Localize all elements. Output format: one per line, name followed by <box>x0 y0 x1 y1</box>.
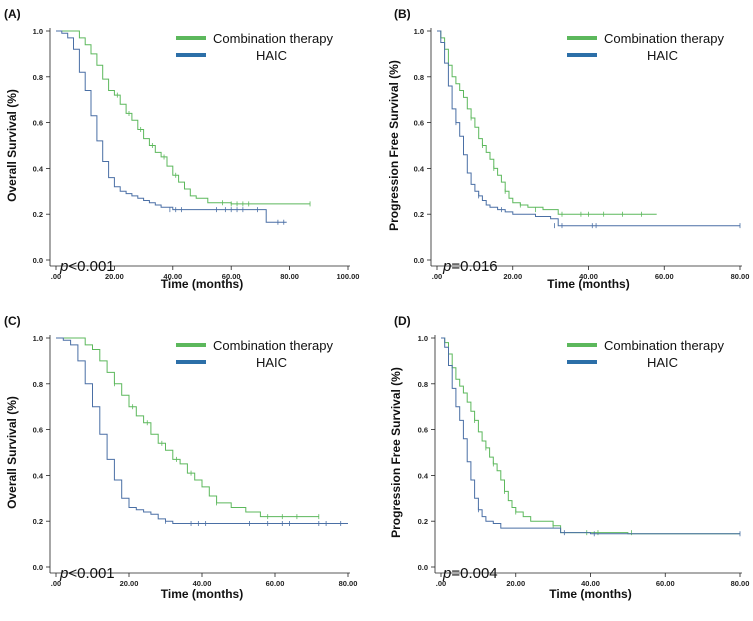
km-curve-haic <box>56 337 348 524</box>
p-value-symbol: p <box>59 565 68 582</box>
panel-c: (C) .00 20.00 40.00 60.00 80.00 0.0 0.2 0.4 0.6 0.… <box>4 314 357 601</box>
km-curve-haic <box>56 30 287 223</box>
legend-swatch-haic <box>567 53 597 57</box>
panel-a: (A) .00 20.00 40.00 60.00 80.00 100.00 0.0 0.2 0.… <box>4 7 359 291</box>
p-value-annotation: p<0.001 <box>59 565 115 582</box>
x-tick-label: 60.00 <box>655 272 674 281</box>
y-tick-label: 0.8 <box>418 380 428 389</box>
km-curve-combination <box>437 30 657 215</box>
legend-entry: Combination therapy <box>213 338 333 353</box>
x-tick-label: 60.00 <box>266 579 285 588</box>
x-tick-label: 80.00 <box>731 272 750 281</box>
p-value-annotation: p=0.016 <box>442 258 498 275</box>
panel-label: (D) <box>394 314 411 328</box>
panel-label: (A) <box>4 7 21 21</box>
legend-swatch-haic <box>567 360 597 364</box>
y-axis-label: Progression Free Survival (%) <box>389 367 403 538</box>
y-tick-label: 0.2 <box>33 517 43 526</box>
legend-swatch-haic <box>176 360 206 364</box>
x-axis-label: Time (months) <box>161 587 243 601</box>
y-tick-label: 0.2 <box>418 517 428 526</box>
x-tick-label: 100.00 <box>337 272 360 281</box>
y-tick-label: 0.4 <box>33 164 44 173</box>
x-tick-label: 80.00 <box>339 579 358 588</box>
y-tick-label: 1.0 <box>33 334 43 343</box>
legend-entry: HAIC <box>647 355 678 370</box>
x-tick-label: .00 <box>51 272 61 281</box>
legend-swatch-haic <box>176 53 206 57</box>
y-tick-label: 0.0 <box>414 256 424 265</box>
x-tick-label: 80.00 <box>731 579 750 588</box>
legend-swatch-combination <box>176 343 206 347</box>
x-axis-label: Time (months) <box>547 277 629 291</box>
y-tick-label: 0.6 <box>33 119 43 128</box>
y-tick-label: 0.0 <box>33 563 43 572</box>
panel-label: (C) <box>4 314 21 328</box>
p-value-annotation: p=0.004 <box>442 565 498 582</box>
y-tick-label: 1.0 <box>414 27 424 36</box>
legend-entry: HAIC <box>647 48 678 63</box>
y-tick-label: 0.4 <box>33 471 44 480</box>
x-tick-label: 80.00 <box>280 272 299 281</box>
km-curve-haic <box>441 337 740 535</box>
x-tick-label: .00 <box>51 579 61 588</box>
y-tick-label: 0.2 <box>33 210 43 219</box>
panel-d: (D) .00 20.00 40.00 60.00 80.00 0.0 0.2 0.4 0.6 0.… <box>389 314 749 601</box>
legend-entry: Combination therapy <box>604 338 724 353</box>
y-tick-label: 0.8 <box>414 73 424 82</box>
x-tick-label: 40.00 <box>193 579 212 588</box>
legend-entry: HAIC <box>256 48 287 63</box>
y-tick-label: 0.4 <box>414 164 425 173</box>
x-tick-label: 60.00 <box>222 272 241 281</box>
x-tick-label: 20.00 <box>506 579 525 588</box>
km-curve-combination <box>56 30 310 205</box>
y-tick-label: 0.2 <box>414 210 424 219</box>
legend-entry: Combination therapy <box>604 31 724 46</box>
x-tick-label: 40.00 <box>581 579 600 588</box>
x-tick-label: 20.00 <box>105 272 124 281</box>
x-tick-label: 20.00 <box>503 272 522 281</box>
p-value-number: <0.001 <box>68 565 114 582</box>
km-curve-combination <box>56 337 319 518</box>
y-tick-label: 1.0 <box>418 334 428 343</box>
y-tick-label: 1.0 <box>33 27 43 36</box>
y-tick-label: 0.0 <box>33 256 43 265</box>
legend-swatch-combination <box>567 36 597 40</box>
p-value-number: =0.016 <box>451 258 497 275</box>
p-value-number: <0.001 <box>68 258 114 275</box>
panel-label: (B) <box>394 7 411 21</box>
legend-entry: HAIC <box>256 355 287 370</box>
x-axis-label: Time (months) <box>549 587 631 601</box>
panel-b: (B) .00 20.00 40.00 60.00 80.00 0.0 0.2 0.4 0.6 0.… <box>387 7 749 291</box>
y-axis-label: Progression Free Survival (%) <box>387 60 401 231</box>
y-tick-label: 0.8 <box>33 73 43 82</box>
km-curve-haic <box>437 30 740 227</box>
x-axis-label: Time (months) <box>161 277 243 291</box>
p-value-annotation: p<0.001 <box>59 258 115 275</box>
y-tick-label: 0.4 <box>418 471 429 480</box>
y-tick-label: 0.6 <box>414 119 424 128</box>
legend-swatch-combination <box>567 343 597 347</box>
y-tick-label: 0.0 <box>418 563 428 572</box>
p-value-symbol: p <box>59 258 68 275</box>
x-tick-label: 40.00 <box>579 272 598 281</box>
y-tick-label: 0.6 <box>418 426 428 435</box>
y-tick-label: 0.8 <box>33 380 43 389</box>
x-tick-label: 60.00 <box>656 579 675 588</box>
p-value-symbol: p <box>442 258 451 275</box>
legend-entry: Combination therapy <box>213 31 333 46</box>
x-tick-label: .00 <box>432 272 442 281</box>
p-value-symbol: p <box>442 565 451 582</box>
km-curve-combination <box>441 337 740 535</box>
p-value-number: =0.004 <box>451 565 497 582</box>
y-tick-label: 0.6 <box>33 426 43 435</box>
y-axis-label: Overall Survival (%) <box>5 396 19 509</box>
x-tick-label: 40.00 <box>163 272 182 281</box>
x-tick-label: .00 <box>436 579 446 588</box>
legend-swatch-combination <box>176 36 206 40</box>
x-tick-label: 20.00 <box>120 579 139 588</box>
y-axis-label: Overall Survival (%) <box>5 89 19 202</box>
